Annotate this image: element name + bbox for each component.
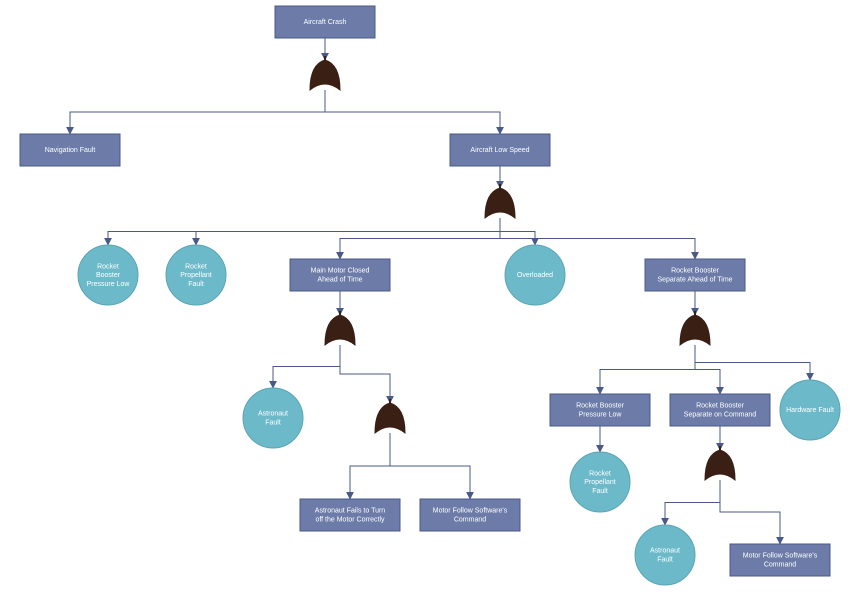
edge (273, 345, 340, 388)
rect-node: Main Motor ClosedAhead of Time (290, 259, 390, 291)
rect-node: Aircraft Crash (275, 6, 375, 38)
edge (600, 345, 695, 394)
gate-node (325, 311, 355, 345)
circle-node: AstronautFault (243, 388, 303, 448)
or-gate-icon (680, 315, 710, 345)
rect-node: Motor Follow Software'sCommand (420, 499, 520, 531)
rect-node: Aircraft Low Speed (450, 134, 550, 166)
fault-tree-diagram: Aircraft Crash Navigation Fault Aircraft L… (0, 0, 850, 607)
rect-node: Navigation Fault (20, 134, 120, 166)
edge (340, 345, 390, 403)
circle-node: RocketPropellantFault (166, 245, 226, 305)
or-gate-icon (310, 60, 340, 90)
node-label: Rocket BoosterPressure Low (576, 402, 625, 418)
node-label: Aircraft Low Speed (470, 147, 529, 154)
or-gate-icon (705, 450, 735, 480)
rect-node: Rocket BoosterSeparate Ahead of Time (645, 259, 745, 291)
node-label: Hardware Fault (786, 407, 834, 414)
circle-node: Hardware Fault (780, 380, 840, 440)
circle-node: AstronautFault (635, 525, 695, 585)
rect-node: Rocket BoosterSeparate on Command (670, 394, 770, 426)
circle-node: RocketPropellantFault (570, 452, 630, 512)
node-label: Navigation Fault (45, 147, 96, 154)
gate-node (310, 56, 340, 90)
edge (695, 345, 720, 394)
edge (196, 218, 500, 245)
gate-node (375, 399, 405, 433)
edge (390, 433, 470, 499)
gate-node (485, 184, 515, 218)
rect-node: Astronaut Fails to Turnoff the Motor Cor… (300, 499, 400, 531)
edge (70, 90, 325, 134)
node-label: Main Motor ClosedAhead of Time (311, 267, 370, 283)
node-label: Overloaded (517, 272, 553, 279)
edge (500, 218, 535, 245)
node-label: Astronaut Fails to Turnoff the Motor Cor… (315, 507, 386, 523)
node-label: Aircraft Crash (304, 19, 347, 26)
edge (325, 90, 500, 134)
or-gate-icon (325, 315, 355, 345)
or-gate-icon (485, 188, 515, 218)
circle-node: RocketBoosterPressure Low (78, 245, 138, 305)
edge (720, 480, 780, 544)
edge (695, 345, 810, 380)
rect-node: Motor Follow Software'sCommand (730, 544, 830, 576)
or-gate-icon (375, 403, 405, 433)
gate-node (680, 311, 710, 345)
edge (350, 433, 390, 499)
edge (665, 480, 720, 525)
rect-node: Rocket BoosterPressure Low (550, 394, 650, 426)
circle-node: Overloaded (505, 245, 565, 305)
gate-node (705, 446, 735, 480)
edge (340, 218, 500, 259)
nodes-layer: Aircraft Crash Navigation Fault Aircraft L… (20, 6, 840, 585)
